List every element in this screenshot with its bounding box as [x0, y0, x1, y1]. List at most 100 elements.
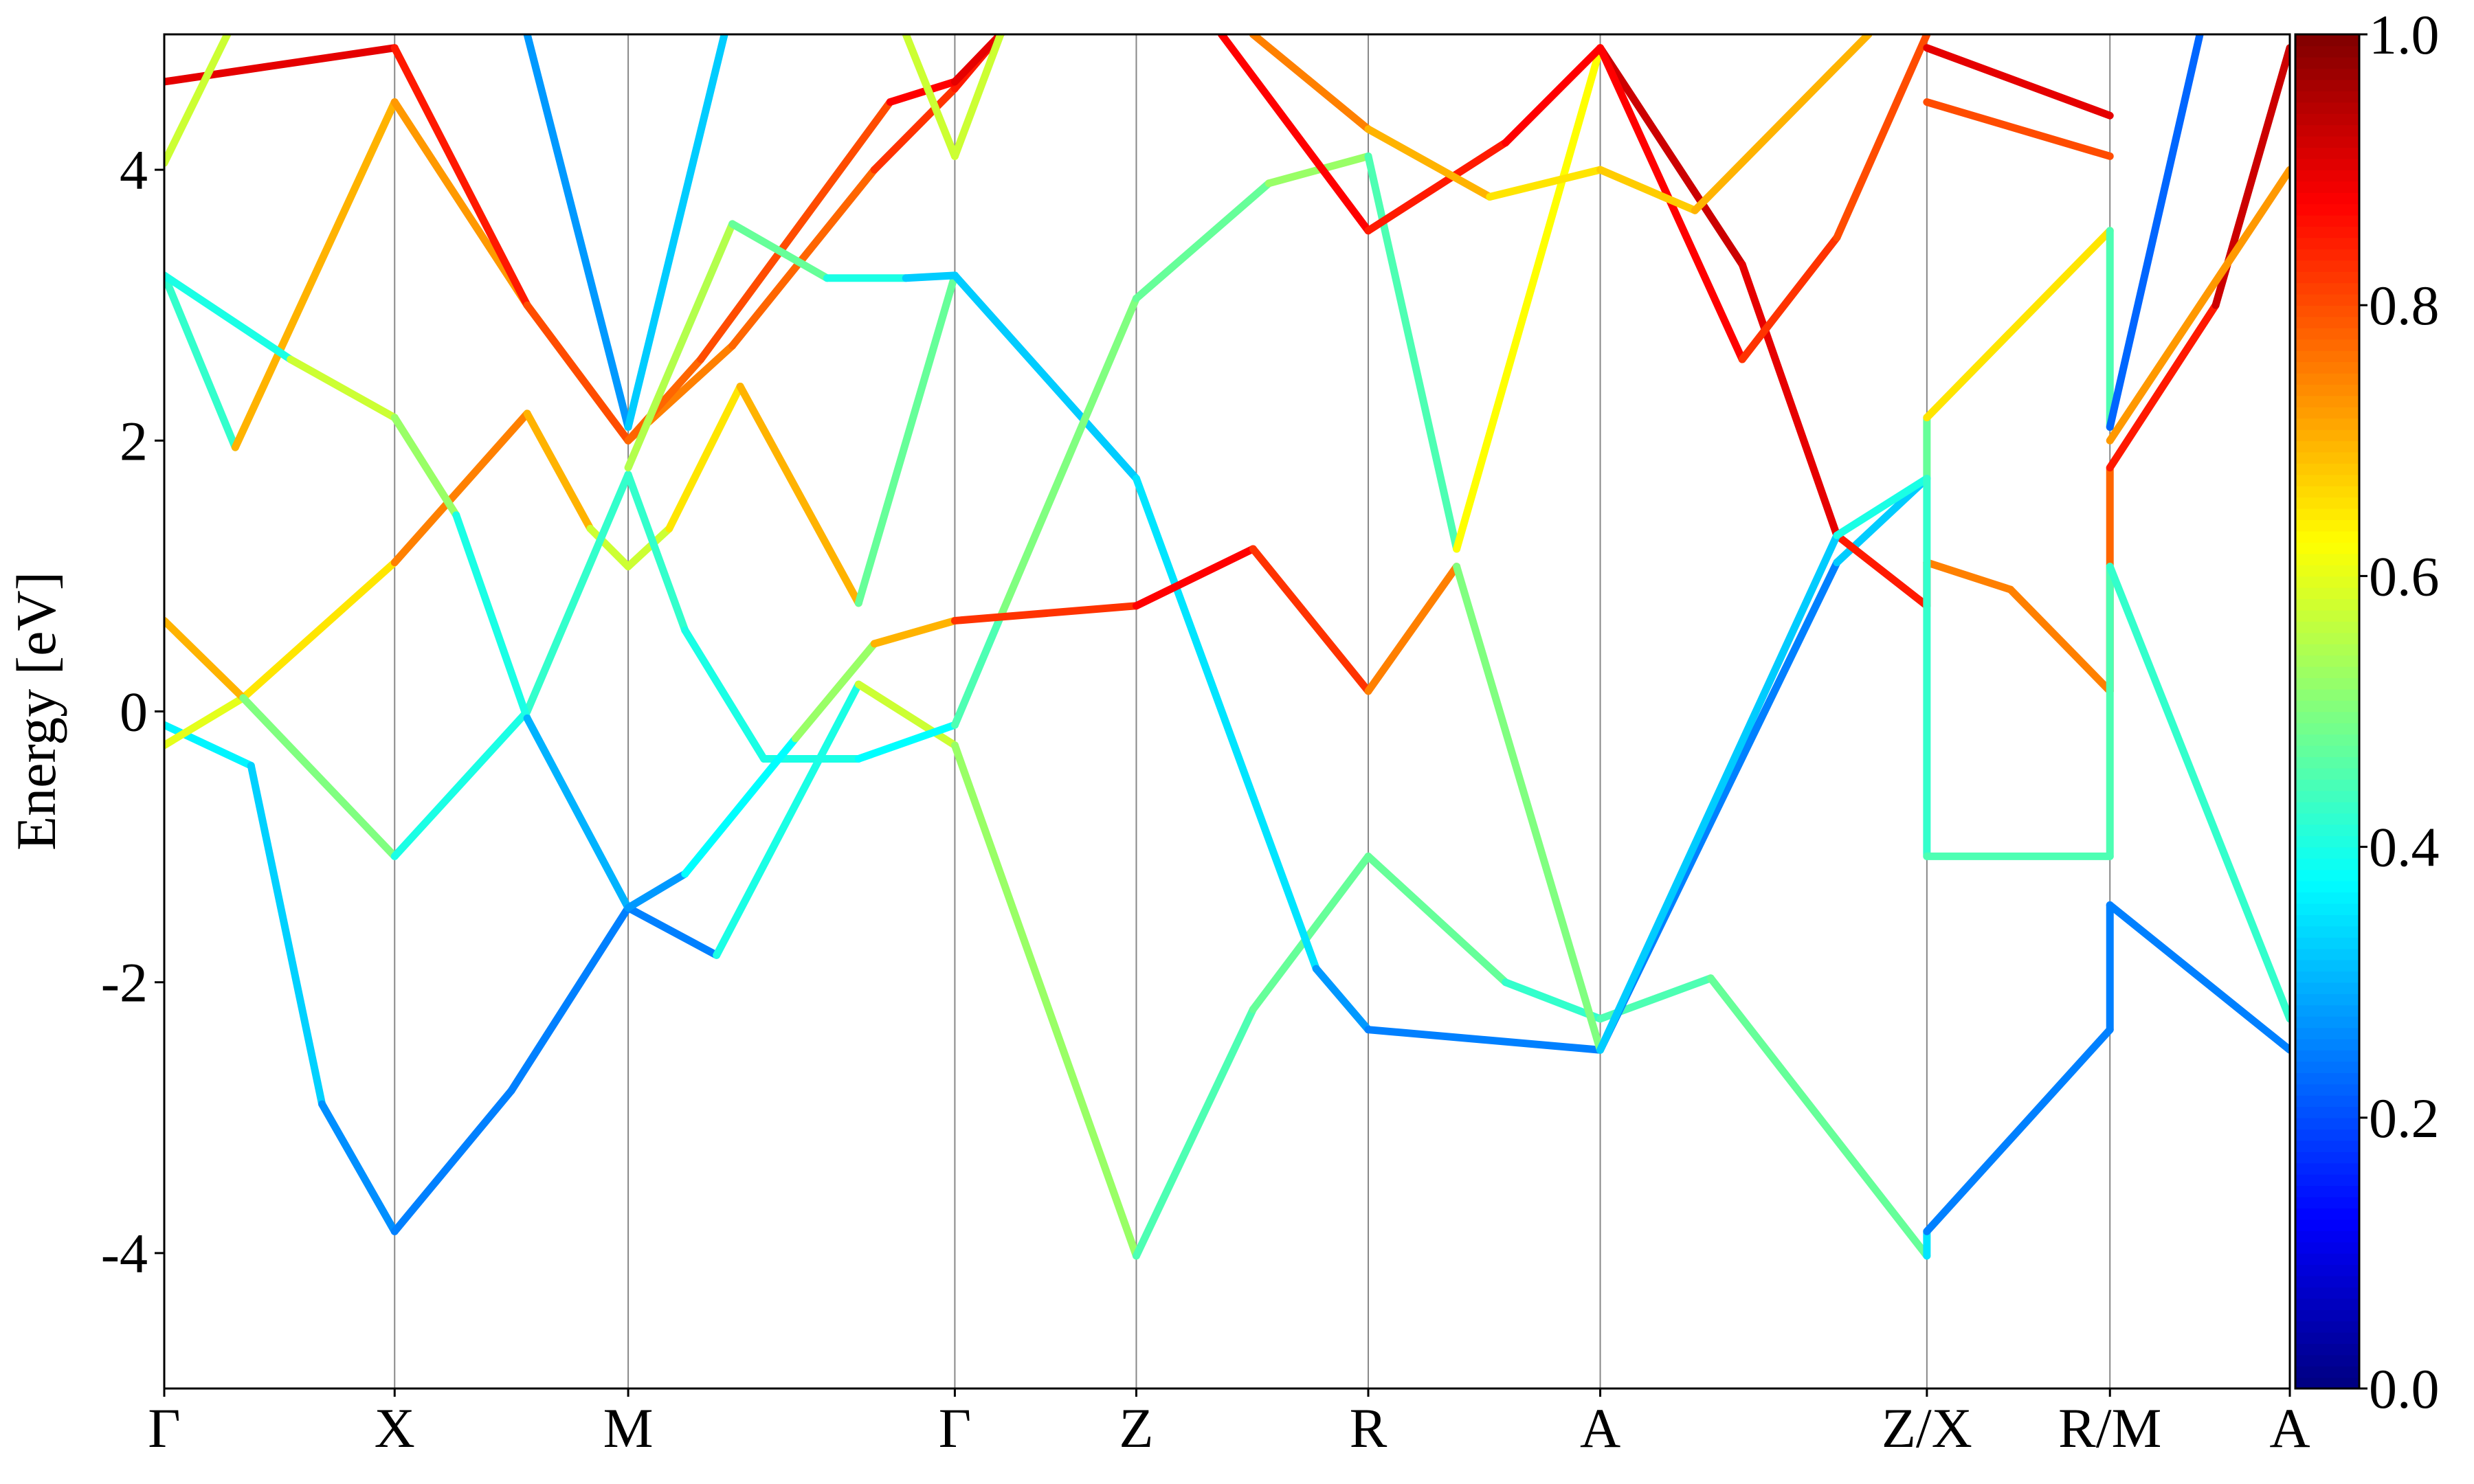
x-tick-label: A [2269, 1397, 2310, 1459]
colorbar-step [2295, 282, 2359, 295]
colorbar-step [2295, 474, 2359, 486]
band-segment [1364, 1026, 1605, 1054]
colorbar-step [2295, 339, 2359, 351]
band-segment [681, 626, 768, 763]
colorbar-step [2295, 519, 2359, 532]
band-segment [1923, 1026, 2114, 1235]
plot-frame [163, 33, 2291, 1390]
colorbar-step [2295, 34, 2359, 47]
colorbar-step [2295, 1320, 2359, 1333]
y-tick-label: 0 [120, 681, 148, 743]
colorbar-step [2295, 666, 2359, 679]
band-segment [164, 34, 232, 167]
band-segment [247, 761, 326, 1108]
colorbar-step [2295, 1208, 2359, 1220]
band-segment [1833, 34, 1931, 242]
colorbar-step [2295, 1117, 2359, 1130]
band-segment [1453, 563, 1605, 1054]
colorbar-step [2295, 203, 2359, 216]
band-segment [1132, 545, 1257, 610]
x-tick-label: Γ [939, 1397, 971, 1459]
band-segment [523, 301, 632, 445]
colorbar-step [2295, 1241, 2359, 1254]
colorbar-step [2295, 1162, 2359, 1175]
colorbar-step [2295, 1173, 2359, 1187]
colorbar-step [2295, 372, 2359, 385]
colorbar-step [2295, 1343, 2359, 1356]
colorbar-step [2295, 982, 2359, 994]
colorbar-step [2295, 316, 2359, 328]
colorbar-step [2295, 463, 2359, 475]
band-segment [1833, 531, 1931, 610]
colorbar-step [2295, 1083, 2359, 1096]
band-segment [624, 355, 705, 445]
colorbar-step [2295, 407, 2359, 419]
band-segment [2106, 301, 2220, 472]
colorbar-step [2295, 643, 2359, 656]
band-segment [164, 271, 239, 451]
colorbar-tick-label: 0.4 [2369, 816, 2440, 879]
colorbar-step [2295, 790, 2359, 802]
colorbar-step [2295, 1196, 2359, 1208]
colorbar-step [2295, 1004, 2359, 1017]
colorbar-step [2295, 801, 2359, 814]
band-segment [624, 524, 673, 571]
colorbar-step [2295, 1027, 2359, 1039]
band-segment [523, 34, 632, 431]
band-segment [1249, 545, 1372, 695]
band-segment [950, 271, 1140, 482]
colorbar-step [2295, 587, 2359, 600]
band-segment [870, 616, 959, 648]
band-segment [164, 271, 295, 363]
x-tick-label: R/M [2058, 1397, 2161, 1459]
band-segment [507, 903, 632, 1094]
band-segment [1364, 852, 1510, 987]
colorbar-step [2295, 214, 2359, 227]
band-segment [1738, 260, 1841, 539]
colorbar-step [2295, 824, 2359, 836]
colorbar-step [2295, 1072, 2359, 1085]
colorbar-tick-label: 0.0 [2369, 1358, 2440, 1420]
colorbar-step [2295, 1140, 2359, 1152]
colorbar-step [2295, 1331, 2359, 1345]
band-segment [681, 734, 799, 878]
colorbar-step [2295, 1094, 2359, 1108]
band-segment [854, 721, 959, 763]
colorbar-step [2295, 1015, 2359, 1028]
colorbar-step [2295, 959, 2359, 972]
band-segment [318, 1100, 399, 1235]
colorbar-tick-label: 1.0 [2369, 3, 2440, 66]
band-segment [390, 44, 531, 309]
colorbar-step [2295, 903, 2359, 915]
band-segment [1833, 474, 1931, 539]
band-segment [791, 640, 878, 743]
colorbar-step [2295, 158, 2359, 170]
x-tick-label: X [375, 1397, 415, 1459]
colorbar-step [2295, 328, 2359, 340]
band-segment [624, 220, 737, 472]
band-segment [586, 524, 632, 571]
colorbar-step [2295, 813, 2359, 825]
band-segment [665, 382, 744, 532]
colorbar-step [2295, 508, 2359, 521]
band-segment [870, 85, 959, 174]
colorbar-step [2295, 249, 2359, 261]
colorbar-step [2295, 869, 2359, 881]
colorbar-step [2295, 688, 2359, 701]
colorbar-step [2295, 1275, 2359, 1288]
band-segment [624, 471, 689, 634]
colorbar-step [2295, 700, 2359, 712]
colorbar-step [2295, 1298, 2359, 1310]
band-segment [1249, 34, 1372, 133]
colorbar-step [2295, 1309, 2359, 1322]
colorbar-step [2295, 361, 2359, 374]
x-tick-label: R [1350, 1397, 1388, 1459]
colorbar-step [2295, 734, 2359, 746]
colorbar-step [2295, 147, 2359, 159]
colorbar-step [2295, 1264, 2359, 1277]
band-segment [1312, 965, 1372, 1034]
colorbar-step [2295, 68, 2359, 80]
band-segment [624, 903, 721, 959]
colorbar-step [2295, 135, 2359, 148]
band-segment [1596, 166, 1699, 214]
